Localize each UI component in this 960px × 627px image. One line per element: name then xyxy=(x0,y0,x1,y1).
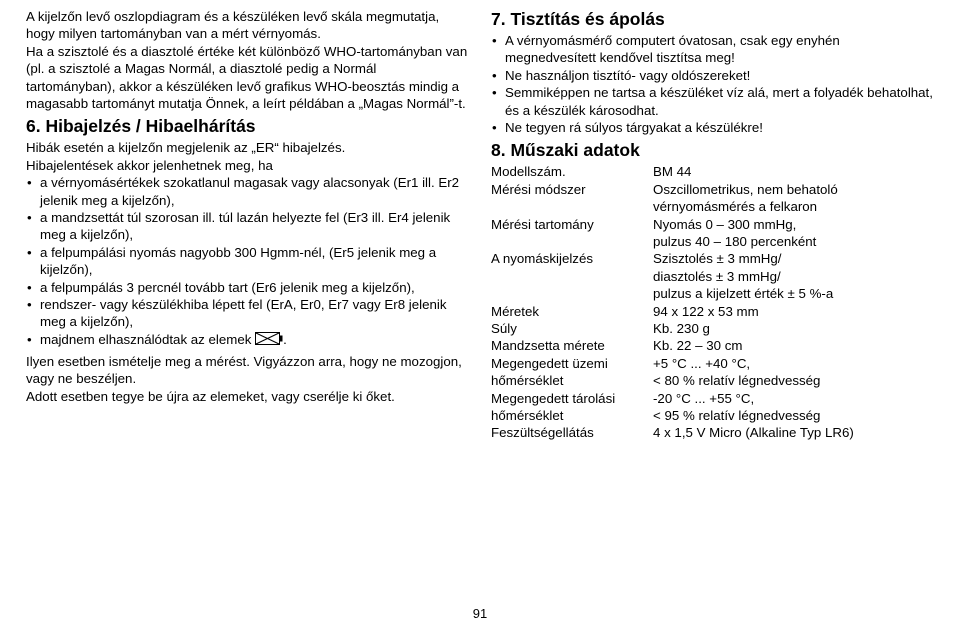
two-column-layout: A kijelzőn levő oszlopdiagram és a készü… xyxy=(26,8,934,442)
batt-pre: majdnem elhasználódtak az elemek xyxy=(40,332,255,347)
spec-value: Szisztolés ± 3 mmHg/diasztolés ± 3 mmHg/… xyxy=(653,250,934,302)
spec-row: Méretek94 x 122 x 53 mm xyxy=(491,303,934,320)
heading-6: 6. Hibajelzés / Hibaelhárítás xyxy=(26,115,469,138)
spec-label: Megengedett üzemi hőmérséklet xyxy=(491,355,653,390)
intro-para-2: Ha a szisztolé és a diasztolé értéke két… xyxy=(26,43,469,113)
spec-row: Mandzsetta méreteKb. 22 – 30 cm xyxy=(491,337,934,354)
spec-label: Modellszám. xyxy=(491,163,653,180)
heading-8: 8. Műszaki adatok xyxy=(491,139,934,162)
spec-value: +5 °C ... +40 °C,< 80 % relatív légnedve… xyxy=(653,355,934,390)
list-item: rendszer- vagy készülékhiba lépett fel (… xyxy=(26,296,469,331)
spec-label: Mandzsetta mérete xyxy=(491,337,653,354)
spec-label: Mérési tartomány xyxy=(491,216,653,251)
list-item: Semmiképpen ne tartsa a készüléket víz a… xyxy=(491,84,934,119)
spec-value: Kb. 22 – 30 cm xyxy=(653,337,934,354)
list-item: A vérnyomásmérő computert óvatosan, csak… xyxy=(491,32,934,67)
spec-value: 94 x 122 x 53 mm xyxy=(653,303,934,320)
spec-row: Mérési tartományNyomás 0 – 300 mmHg,pulz… xyxy=(491,216,934,251)
spec-value: Oszcillometrikus, nem behatoló vérnyomás… xyxy=(653,181,934,216)
spec-table: Modellszám.BM 44Mérési módszerOszcillome… xyxy=(491,163,934,442)
left-column: A kijelzőn levő oszlopdiagram és a készü… xyxy=(26,8,469,442)
spec-value: BM 44 xyxy=(653,163,934,180)
spec-value: Nyomás 0 – 300 mmHg,pulzus 40 – 180 perc… xyxy=(653,216,934,251)
spec-value: Kb. 230 g xyxy=(653,320,934,337)
after-para-2: Adott esetben tegye be újra az elemeket,… xyxy=(26,388,469,405)
spec-row: Megengedett üzemi hőmérséklet+5 °C ... +… xyxy=(491,355,934,390)
spec-label: Feszültségellátás xyxy=(491,424,653,441)
list-item: a felpumpálás 3 percnél tovább tart (Er6… xyxy=(26,279,469,296)
list-item: a mandzsettát túl szorosan ill. túl lazá… xyxy=(26,209,469,244)
cleaning-list: A vérnyomásmérő computert óvatosan, csak… xyxy=(491,32,934,136)
spec-row: Mérési módszerOszcillometrikus, nem beha… xyxy=(491,181,934,216)
right-column: 7. Tisztítás és ápolás A vérnyomásmérő c… xyxy=(491,8,934,442)
spec-label: Mérési módszer xyxy=(491,181,653,216)
error-list: a vérnyomásértékek szokatlanul magasak v… xyxy=(26,174,469,349)
page-number: 91 xyxy=(0,606,960,621)
spec-value: 4 x 1,5 V Micro (Alkaline Typ LR6) xyxy=(653,424,934,441)
list-item: Ne tegyen rá súlyos tárgyakat a készülék… xyxy=(491,119,934,136)
spec-row: Modellszám.BM 44 xyxy=(491,163,934,180)
spec-value: -20 °C ... +55 °C,< 95 % relatív légnedv… xyxy=(653,390,934,425)
spec-row: Megengedett tárolási hőmérséklet-20 °C .… xyxy=(491,390,934,425)
list-item: a vérnyomásértékek szokatlanul magasak v… xyxy=(26,174,469,209)
spec-row: Feszültségellátás4 x 1,5 V Micro (Alkali… xyxy=(491,424,934,441)
low-battery-icon xyxy=(255,332,283,349)
spec-row: A nyomáskijelzésSzisztolés ± 3 mmHg/dias… xyxy=(491,250,934,302)
list-item: Ne használjon tisztító- vagy oldószereke… xyxy=(491,67,934,84)
spec-row: SúlyKb. 230 g xyxy=(491,320,934,337)
spec-label: Megengedett tárolási hőmérséklet xyxy=(491,390,653,425)
spec-label: Méretek xyxy=(491,303,653,320)
spec-label: Súly xyxy=(491,320,653,337)
intro-para-1: A kijelzőn levő oszlopdiagram és a készü… xyxy=(26,8,469,43)
err-line-1: Hibák esetén a kijelzőn megjelenik az „E… xyxy=(26,139,469,156)
after-para-1: Ilyen esetben ismételje meg a mérést. Vi… xyxy=(26,353,469,388)
err-line-2: Hibajelentések akkor jelenhetnek meg, ha xyxy=(26,157,469,174)
list-item-battery: majdnem elhasználódtak az elemek . xyxy=(26,331,469,349)
list-item: a felpumpálási nyomás nagyobb 300 Hgmm-n… xyxy=(26,244,469,279)
spec-label: A nyomáskijelzés xyxy=(491,250,653,302)
batt-post: . xyxy=(283,332,287,347)
heading-7: 7. Tisztítás és ápolás xyxy=(491,8,934,31)
